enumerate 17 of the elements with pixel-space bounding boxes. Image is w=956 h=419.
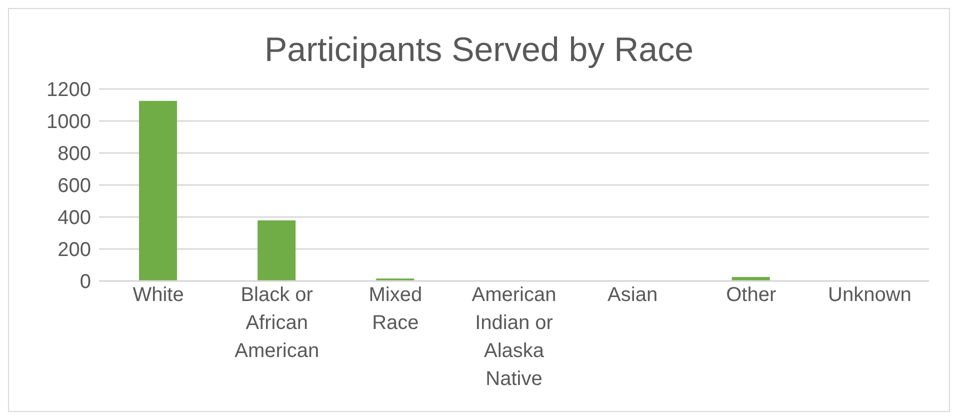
- bar: [258, 220, 296, 281]
- x-tick-label: Unknown: [828, 284, 912, 306]
- y-tick-label: 1200: [46, 79, 91, 102]
- y-tick-label: 400: [58, 207, 91, 230]
- y-tick-label: 800: [58, 143, 91, 166]
- chart-title: Participants Served by Race: [264, 31, 694, 71]
- x-tick-label: White: [132, 284, 184, 306]
- bar: [139, 100, 177, 281]
- x-tick-label: Black or African American: [234, 284, 320, 362]
- y-tick-label: 1000: [46, 111, 91, 134]
- y-tick-label: 200: [58, 239, 91, 262]
- x-tick-label: American Indian or Alaska Native: [472, 284, 556, 390]
- x-tick-label: Mixed Race: [368, 284, 422, 334]
- y-tick-label: 600: [58, 175, 91, 198]
- y-tick-label: 0: [80, 271, 91, 294]
- x-tick-label: Other: [726, 284, 776, 306]
- x-tick-label: Asian: [608, 284, 658, 306]
